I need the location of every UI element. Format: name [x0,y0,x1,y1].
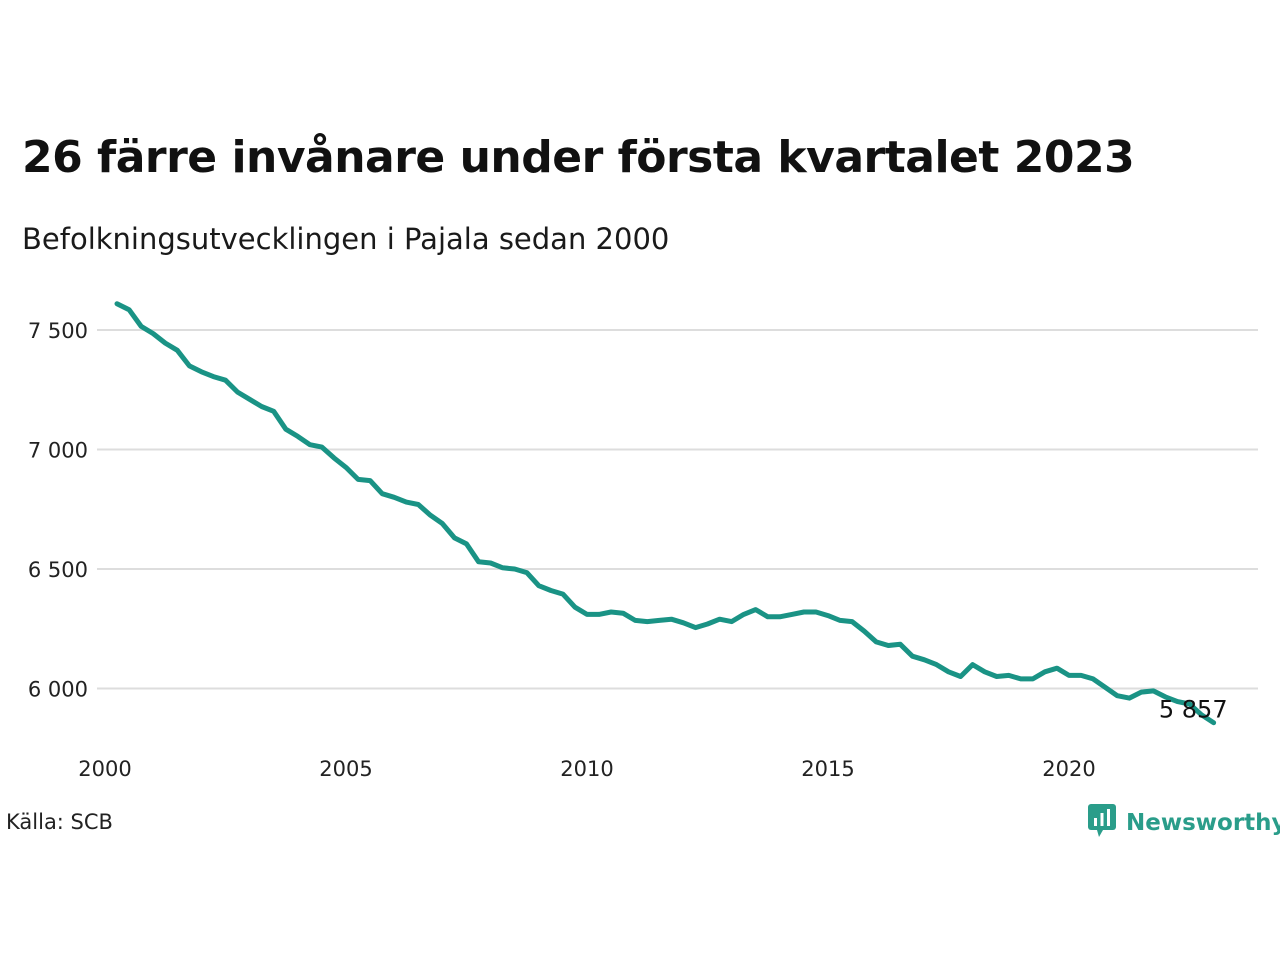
y-tick-label: 7 000 [28,439,88,463]
x-tick-label: 2005 [319,757,372,781]
y-axis-ticks: 7 500 7 000 6 500 6 000 [28,319,88,702]
source-note: Källa: SCB [6,810,113,834]
chart-subtitle: Befolkningsutvecklingen i Pajala sedan 2… [22,222,670,256]
y-tick-label: 7 500 [28,319,88,343]
newsworthy-logo-icon [1088,804,1116,842]
series-line [114,301,1217,726]
brand-logo[interactable]: Newsworthy [1088,804,1280,842]
x-tick-label: 2000 [78,757,131,781]
y-tick-label: 6 000 [28,678,88,702]
x-tick-label: 2010 [560,757,613,781]
chart-title: 26 färre invånare under första kvartalet… [22,132,1135,183]
x-tick-label: 2020 [1042,757,1095,781]
x-tick-label: 2015 [801,757,854,781]
x-axis-ticks: 2000 2005 2010 2015 2020 [78,757,1095,781]
series-layer [114,301,1217,726]
gridlines [97,329,1258,690]
brand-name: Newsworthy [1126,810,1280,836]
y-tick-label: 6 500 [28,558,88,582]
end-value-label: 5 857 [1159,696,1228,724]
